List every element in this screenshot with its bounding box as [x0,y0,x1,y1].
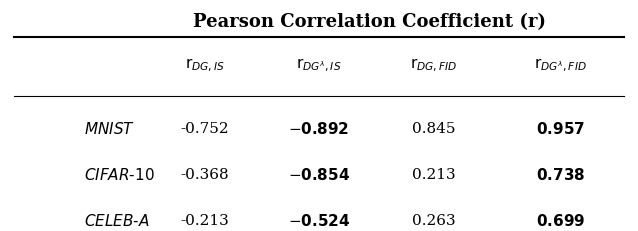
Text: Pearson Correlation Coefficient (r): Pearson Correlation Coefficient (r) [193,13,546,31]
Text: 0.263: 0.263 [412,213,455,227]
Text: $-\mathbf{0.524}$: $-\mathbf{0.524}$ [288,212,350,228]
Text: $\mathit{CELEB\text{-}A}$: $\mathit{CELEB\text{-}A}$ [84,212,150,228]
Text: $\mathit{CIFAR\text{-}10}$: $\mathit{CIFAR\text{-}10}$ [84,166,155,182]
Text: $\mathbf{0.699}$: $\mathbf{0.699}$ [536,212,585,228]
Text: $\mathbf{0.957}$: $\mathbf{0.957}$ [536,121,584,137]
Text: -0.752: -0.752 [181,122,229,136]
Text: -0.213: -0.213 [181,213,229,227]
Text: 0.845: 0.845 [412,122,455,136]
Text: 0.213: 0.213 [412,167,455,181]
Text: $-\mathbf{0.892}$: $-\mathbf{0.892}$ [288,121,350,137]
Text: $-\mathbf{0.854}$: $-\mathbf{0.854}$ [288,166,350,182]
Text: $\mathrm{r}_{DG^{\lambda},IS}$: $\mathrm{r}_{DG^{\lambda},IS}$ [296,56,342,74]
Text: $\mathbf{0.738}$: $\mathbf{0.738}$ [536,166,585,182]
Text: $\mathrm{r}_{DG^{\lambda},FID}$: $\mathrm{r}_{DG^{\lambda},FID}$ [534,56,587,74]
Text: -0.368: -0.368 [181,167,229,181]
Text: $\mathrm{r}_{DG,IS}$: $\mathrm{r}_{DG,IS}$ [184,56,225,74]
Text: $\mathrm{r}_{DG,FID}$: $\mathrm{r}_{DG,FID}$ [410,56,457,74]
Text: $\mathit{MNIST}$: $\mathit{MNIST}$ [84,121,135,137]
